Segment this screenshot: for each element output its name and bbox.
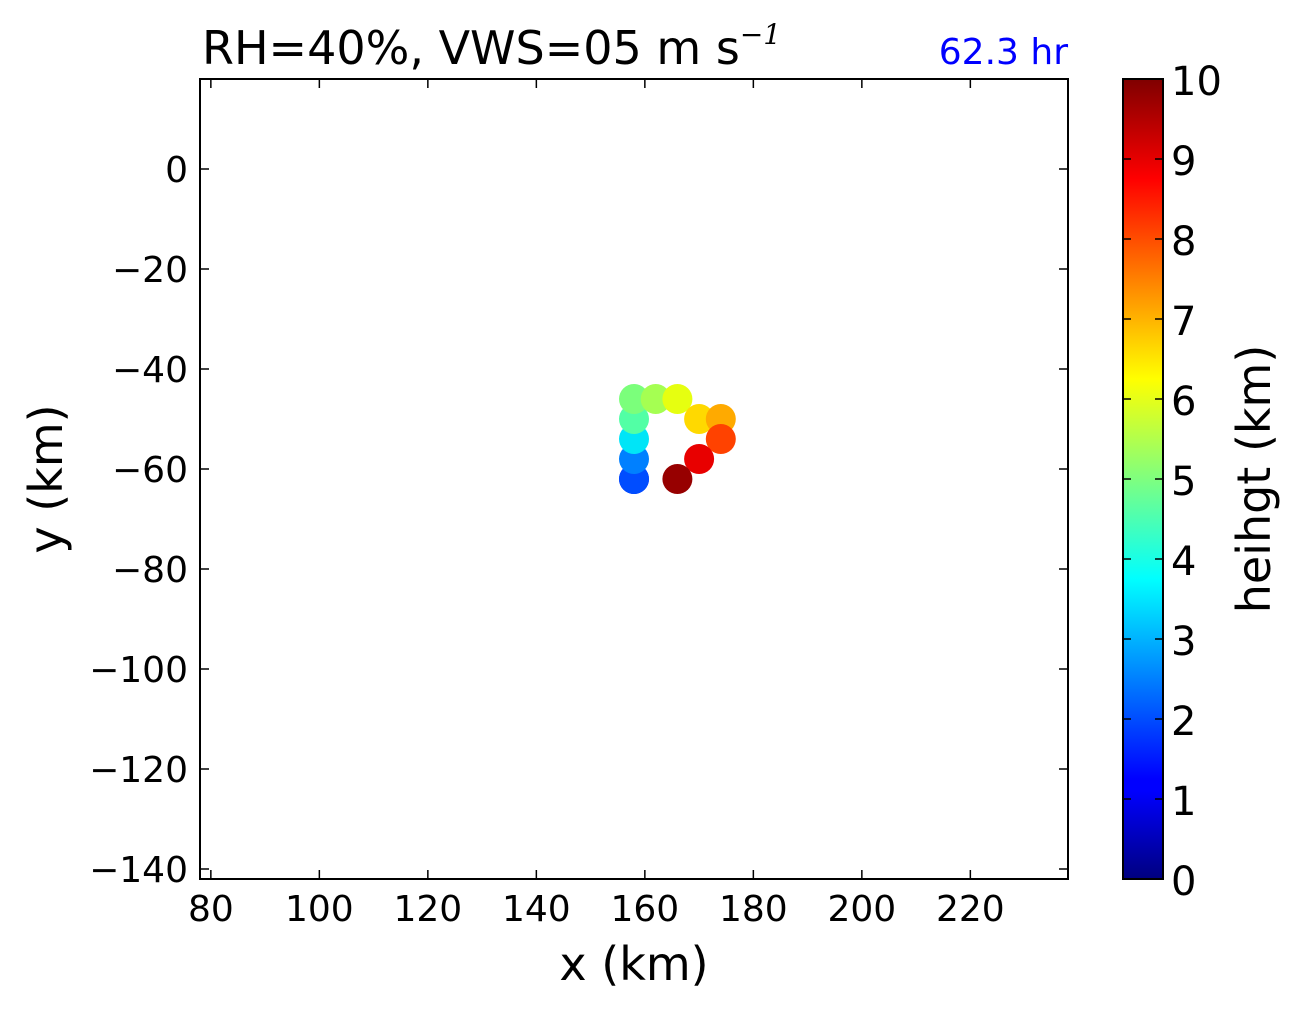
data-point [684, 444, 715, 474]
y-tick-label: 0 [165, 150, 188, 191]
colorbar-label: heihgt (km) [1227, 345, 1281, 614]
colorbar-tick-label: 9 [1171, 139, 1196, 185]
data-point [662, 384, 693, 414]
x-axis-label: x (km) [559, 937, 708, 991]
y-tick-label: −120 [89, 750, 188, 791]
colorbar-ticks: 0 1 2 3 4 5 6 7 8 9 10 [1123, 59, 1222, 905]
chart-title: RH=40%, VWS=05 m s−1 [202, 18, 781, 75]
data-point [662, 464, 693, 494]
x-tick-label: 220 [936, 889, 1005, 930]
y-axis-ticks: 0 −20 −40 −60 −80 −100 −120 −140 [89, 150, 1068, 891]
time-annotation: 62.3 hr [939, 32, 1068, 73]
x-tick-label: 200 [827, 889, 896, 930]
colorbar-tick-label: 1 [1171, 779, 1196, 825]
x-tick-label: 120 [393, 889, 462, 930]
x-tick-label: 160 [610, 889, 679, 930]
data-point [684, 404, 715, 434]
y-tick-label: −40 [112, 350, 188, 391]
colorbar-tick-label: 10 [1171, 59, 1222, 105]
colorbar-tick-label: 5 [1171, 459, 1196, 505]
x-axis-ticks: 80 100 120 140 160 180 200 220 [188, 79, 1005, 930]
x-tick-label: 140 [502, 889, 571, 930]
y-axis-label: y (km) [19, 404, 73, 553]
colorbar-tick-label: 7 [1171, 299, 1196, 345]
colorbar-tick-label: 4 [1171, 539, 1196, 585]
colorbar-tick-label: 6 [1171, 379, 1196, 425]
colorbar-tick-label: 8 [1171, 219, 1196, 265]
data-points [619, 384, 736, 494]
x-tick-label: 180 [719, 889, 788, 930]
data-point [640, 384, 671, 414]
y-tick-label: −140 [89, 850, 188, 891]
y-tick-label: −80 [112, 550, 188, 591]
colorbar-tick-label: 2 [1171, 699, 1196, 745]
chart-title-superscript: −1 [740, 18, 781, 51]
chart-title-text: RH=40%, VWS=05 m s [202, 21, 740, 75]
data-point [619, 384, 649, 414]
y-tick-label: −20 [112, 250, 188, 291]
y-tick-label: −100 [89, 650, 188, 691]
colorbar-tick-label: 0 [1171, 859, 1196, 905]
data-point [705, 424, 736, 454]
x-tick-label: 80 [188, 889, 234, 930]
x-tick-label: 100 [285, 889, 354, 930]
y-tick-label: −60 [112, 450, 188, 491]
colorbar-tick-label: 3 [1171, 619, 1196, 665]
